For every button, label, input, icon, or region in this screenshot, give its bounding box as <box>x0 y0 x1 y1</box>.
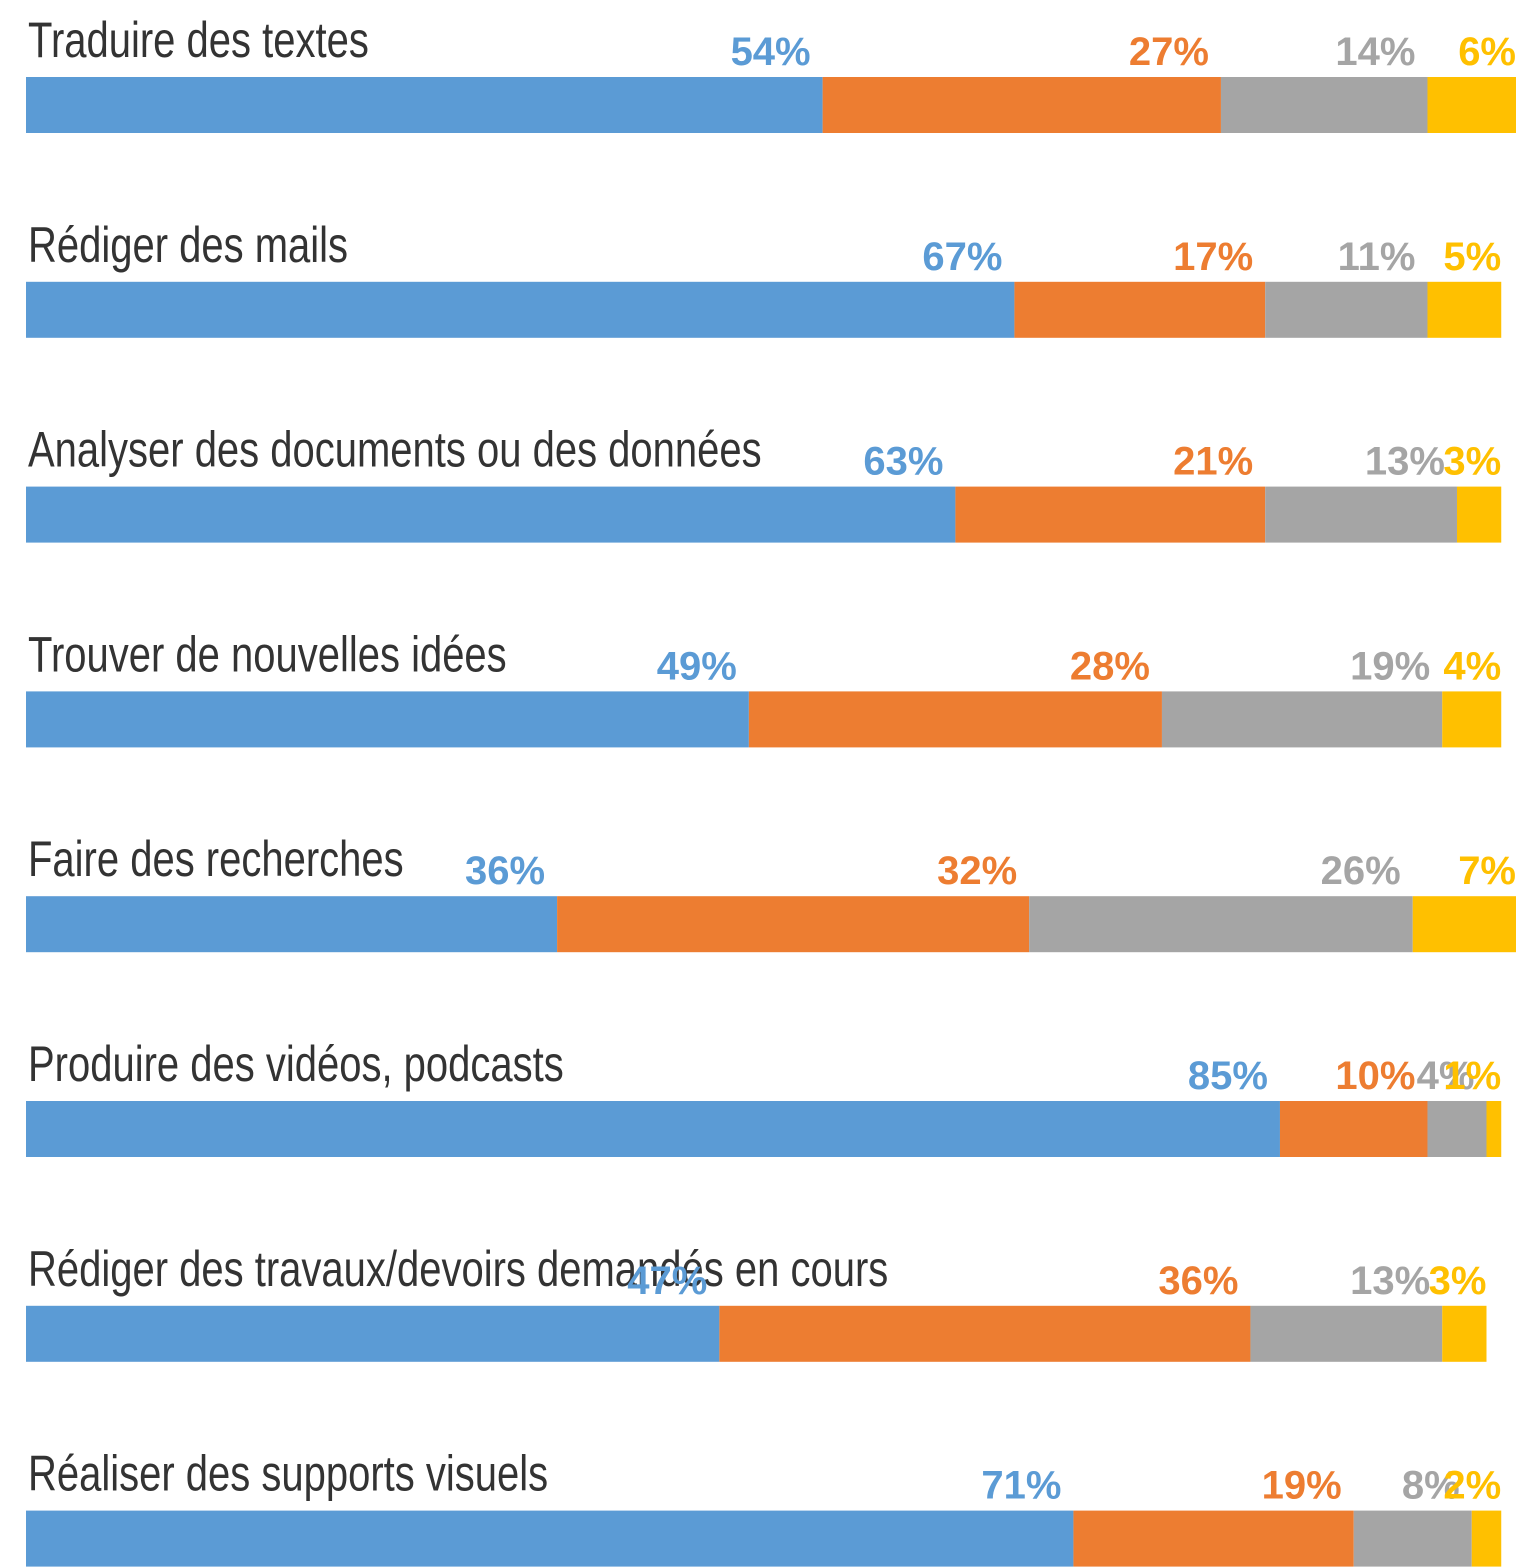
value-label: 49% <box>657 644 737 688</box>
bar-segment <box>1471 1510 1502 1567</box>
value-label: 5% <box>1443 235 1501 279</box>
value-label: 13% <box>1365 440 1445 484</box>
category-label: Analyser des documents ou des données <box>28 421 762 477</box>
bar-segment <box>748 691 1162 748</box>
value-label: 17% <box>1173 235 1253 279</box>
bar-segment <box>1265 486 1457 543</box>
value-label: 7% <box>1458 849 1516 893</box>
bar-segment <box>1486 1101 1502 1157</box>
bar-segment <box>1220 77 1428 133</box>
category-label: Rédiger des mails <box>28 217 348 273</box>
value-label: 1% <box>1443 1054 1501 1098</box>
value-label: 27% <box>1129 30 1209 74</box>
value-label: 4% <box>1417 1054 1475 1098</box>
category-label: Faire des recherches <box>28 831 404 887</box>
value-label: 28% <box>1070 644 1150 688</box>
value-label: 8% <box>1402 1464 1460 1508</box>
value-label: 26% <box>1321 849 1401 893</box>
bar-segment <box>1427 281 1502 338</box>
category-label: Traduire des textes <box>28 12 369 68</box>
category-label: Trouver de nouvelles idées <box>28 626 507 682</box>
category-label: Rédiger des travaux/devoirs demandés en … <box>28 1241 888 1297</box>
bar-segment <box>26 1101 1280 1157</box>
bar-segment <box>26 1510 1074 1567</box>
value-label: 47% <box>627 1259 707 1303</box>
bar-segment <box>1442 691 1502 748</box>
bar-segment <box>1029 896 1413 953</box>
bar-segment <box>1265 281 1428 338</box>
bar-segment <box>1353 1510 1472 1567</box>
category-label: Produire des vidéos, podcasts <box>28 1036 564 1092</box>
value-label: 3% <box>1429 1259 1487 1303</box>
bar-segment <box>1161 691 1443 748</box>
bar-segment <box>1250 1305 1443 1362</box>
value-label: 2% <box>1443 1464 1501 1508</box>
bar-segment <box>26 1305 720 1362</box>
bar-segment <box>1427 77 1516 133</box>
value-label: 36% <box>465 849 545 893</box>
value-label: 13% <box>1350 1259 1430 1303</box>
bar-segment <box>822 77 1221 133</box>
bar-segment <box>26 896 558 953</box>
value-label: 71% <box>981 1464 1061 1508</box>
bar-segment <box>1279 1101 1428 1157</box>
value-label: 19% <box>1262 1464 1342 1508</box>
value-label: 32% <box>937 849 1017 893</box>
value-label: 14% <box>1335 30 1415 74</box>
value-label: 10% <box>1335 1054 1415 1098</box>
bar-segment <box>719 1305 1251 1362</box>
value-label: 3% <box>1443 440 1501 484</box>
value-label: 63% <box>863 440 943 484</box>
bar-segment <box>26 486 956 543</box>
value-label: 19% <box>1350 644 1430 688</box>
bar-segment <box>557 896 1030 953</box>
bar-segment <box>1014 281 1266 338</box>
bar-segment <box>1412 896 1516 953</box>
value-label: 11% <box>1338 235 1416 279</box>
bar-segment <box>1456 486 1502 543</box>
bar-segment <box>26 691 749 748</box>
value-label: 6% <box>1458 30 1516 74</box>
value-label: 85% <box>1188 1054 1268 1098</box>
value-label: 4% <box>1443 644 1501 688</box>
value-label: 21% <box>1173 440 1253 484</box>
category-label: Réaliser des supports visuels <box>28 1445 548 1501</box>
bar-segment <box>26 281 1015 338</box>
bar-segment <box>955 486 1266 543</box>
bar-segment <box>26 77 823 133</box>
value-label: 36% <box>1158 1259 1238 1303</box>
bar-segment <box>1427 1101 1487 1157</box>
bar-segment <box>1442 1305 1487 1362</box>
bar-segment <box>1073 1510 1354 1567</box>
value-label: 67% <box>922 235 1002 279</box>
value-label: 54% <box>731 30 811 74</box>
